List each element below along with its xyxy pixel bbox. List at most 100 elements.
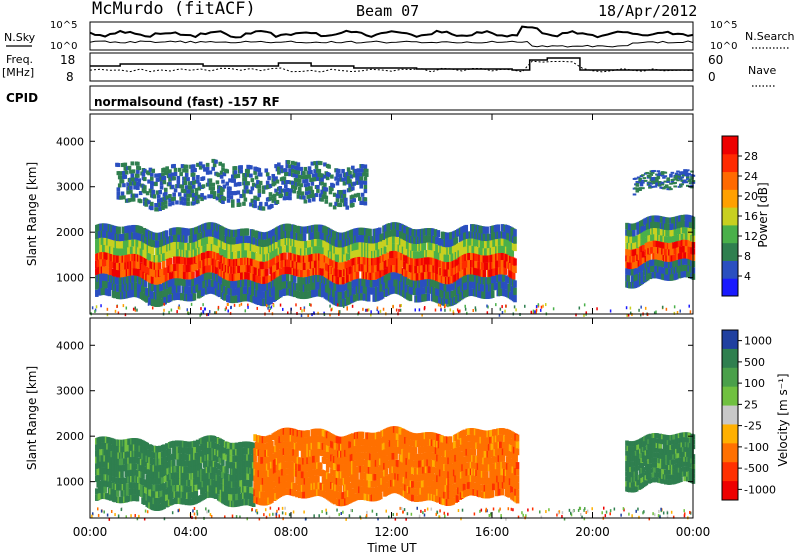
power-cell xyxy=(180,184,185,189)
velocity-cell xyxy=(152,478,157,485)
power-cell xyxy=(302,195,306,200)
power-cell xyxy=(157,198,161,203)
power-cell xyxy=(253,267,258,275)
power-cell xyxy=(362,172,366,177)
power-ground-cell xyxy=(310,303,312,307)
power-ground-cell xyxy=(362,307,364,311)
power-cell xyxy=(217,173,221,178)
power-cell xyxy=(299,183,303,188)
power-cell xyxy=(651,259,656,266)
power-cell xyxy=(264,168,269,173)
power-ground-cell xyxy=(676,311,679,315)
power-ground-cell xyxy=(524,304,526,308)
power-cell xyxy=(197,182,202,187)
power-cell xyxy=(433,229,438,237)
power-cell xyxy=(325,256,329,264)
power-ground-cell xyxy=(679,309,681,313)
power-ground-cell xyxy=(532,309,535,313)
power-cell xyxy=(239,193,243,199)
velocity-cell xyxy=(120,446,124,453)
power-cell xyxy=(306,269,311,277)
power-cell xyxy=(638,179,642,182)
power-cell xyxy=(680,183,684,186)
power-cell xyxy=(422,243,427,251)
power-cell xyxy=(181,256,186,265)
power-cell xyxy=(674,172,679,175)
power-cell xyxy=(638,187,642,190)
power-cell xyxy=(211,182,216,187)
power-cell xyxy=(200,288,205,297)
power-cell xyxy=(666,177,670,180)
freq-panel-frame xyxy=(89,52,694,82)
power-cell xyxy=(172,192,176,197)
power-cell xyxy=(658,260,662,267)
power-cell xyxy=(233,182,238,187)
power-cell xyxy=(233,166,238,171)
power-cell xyxy=(506,275,510,284)
power-cell xyxy=(638,189,642,192)
power-cell xyxy=(685,176,690,179)
power-colorbar-swatch xyxy=(722,224,738,244)
power-cell xyxy=(292,173,296,178)
power-cell xyxy=(320,197,324,202)
velocity-cell xyxy=(123,477,127,484)
power-cell xyxy=(304,178,309,184)
power-cell xyxy=(241,228,245,236)
power-cell xyxy=(243,197,248,202)
velocity-cell xyxy=(193,440,197,448)
power-cell xyxy=(222,172,227,177)
power-ground-cell xyxy=(535,305,538,309)
power-cell xyxy=(122,195,126,200)
power-cell xyxy=(306,283,311,292)
power-cell xyxy=(500,252,505,261)
power-cell xyxy=(185,272,190,280)
power-cell xyxy=(655,178,659,181)
power-ground-cell xyxy=(256,306,259,310)
power-cell xyxy=(190,168,195,173)
power-cell xyxy=(193,249,198,257)
power-cell xyxy=(101,266,106,274)
power-cell xyxy=(690,186,694,189)
power-cell xyxy=(150,206,154,211)
power-cell xyxy=(334,176,338,181)
power-ground-cell xyxy=(170,308,173,312)
power-cell xyxy=(194,187,199,192)
power-cell xyxy=(293,185,298,190)
power-cell xyxy=(134,193,139,198)
power-cell xyxy=(163,191,168,197)
velocity-cell xyxy=(116,490,120,497)
power-cell xyxy=(360,192,365,197)
power-cell xyxy=(229,195,234,200)
velocity-cell xyxy=(197,445,201,452)
power-ground-cell xyxy=(176,310,178,314)
power-cell xyxy=(353,168,358,173)
power-cell xyxy=(344,261,349,269)
power-cell xyxy=(130,177,135,182)
power-cell xyxy=(310,189,315,194)
power-ground-cell xyxy=(456,308,459,312)
power-cell xyxy=(304,284,308,292)
power-cell xyxy=(210,190,214,195)
power-cell xyxy=(191,172,196,177)
power-cell xyxy=(176,184,181,189)
power-cell xyxy=(282,176,287,181)
power-cell xyxy=(242,201,246,206)
power-cell xyxy=(350,251,354,259)
power-ground-cell xyxy=(585,311,588,315)
power-ground-cell xyxy=(544,303,547,307)
power-cell xyxy=(177,167,182,172)
power-cell xyxy=(158,173,162,178)
power-cell xyxy=(380,269,385,277)
power-cell xyxy=(648,181,652,184)
velocity-cell xyxy=(97,480,102,488)
power-cell xyxy=(634,177,638,180)
velocity-cell xyxy=(155,484,159,492)
power-cell xyxy=(187,286,191,295)
power-cell xyxy=(183,193,188,198)
power-ground-cell xyxy=(423,307,426,311)
power-cell xyxy=(191,180,196,185)
power-cell xyxy=(185,279,190,287)
power-cell xyxy=(363,164,368,169)
power-cell xyxy=(233,251,237,260)
